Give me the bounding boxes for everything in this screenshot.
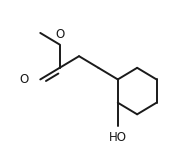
Text: HO: HO (109, 131, 127, 144)
Text: O: O (55, 28, 64, 41)
Text: O: O (19, 73, 28, 86)
